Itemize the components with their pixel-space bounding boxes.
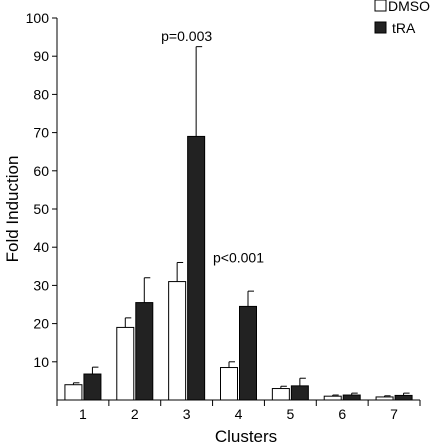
y-tick-label: 100 — [26, 10, 50, 26]
y-tick-label: 10 — [33, 354, 49, 370]
significance-annotation: p=0.003 — [161, 28, 212, 44]
legend: DMSO tRA — [374, 0, 430, 36]
bar-dmso — [220, 367, 238, 401]
y-tick-label: 70 — [33, 125, 49, 141]
x-tick-label: 6 — [338, 406, 346, 422]
y-tick-label: 40 — [33, 239, 49, 255]
bar-dmso — [168, 281, 187, 401]
x-tick-label: 1 — [79, 406, 87, 422]
bar-tra — [290, 385, 309, 401]
y-tick-label: 30 — [33, 277, 49, 293]
bar-tra — [135, 302, 154, 401]
bar-tra — [239, 305, 257, 401]
x-tick-label: 4 — [235, 406, 243, 422]
y-tick-label: 50 — [33, 201, 49, 217]
bar-tra — [187, 135, 206, 401]
bar-dmso — [116, 326, 135, 401]
legend-label-dmso: DMSO — [388, 0, 430, 14]
x-axis-title: Clusters — [215, 427, 277, 444]
legend-swatch-tra — [374, 21, 387, 34]
y-tick-label: 90 — [33, 48, 49, 64]
bar-dmso — [64, 384, 83, 401]
bar-dmso — [323, 395, 342, 401]
y-axis-title: Fold Induction — [3, 156, 22, 263]
bar-tra — [394, 394, 413, 401]
y-tick-label: 20 — [33, 316, 49, 332]
y-tick-label: 80 — [33, 86, 49, 102]
x-tick-label: 2 — [131, 406, 139, 422]
x-tick-label: 7 — [390, 406, 398, 422]
x-tick-label: 3 — [183, 406, 191, 422]
bar-dmso — [271, 388, 290, 401]
legend-label-tra: tRA — [392, 20, 416, 36]
bar-tra — [342, 394, 361, 401]
bar-tra — [83, 373, 102, 401]
significance-annotation: p<0.001 — [213, 249, 264, 265]
y-tick-label: 60 — [33, 163, 49, 179]
bar-dmso — [375, 396, 394, 401]
x-tick-label: 5 — [286, 406, 294, 422]
legend-swatch-dmso — [374, 0, 387, 12]
